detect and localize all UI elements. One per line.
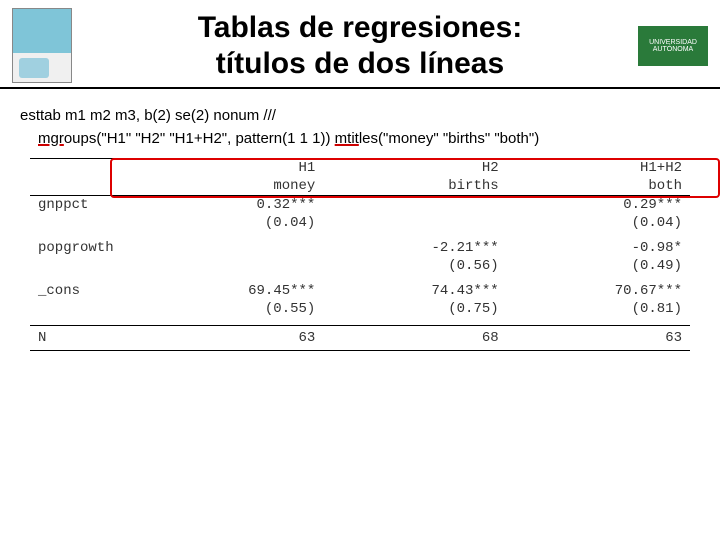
col-group-3: H1+H2 [507,159,690,178]
col-title-3: both [507,177,690,196]
cell-se: (0.81) [507,300,690,326]
regression-table-wrap: H1 H2 H1+H2 money births both gnppct 0.3… [0,158,720,351]
n-value: 63 [140,326,323,351]
code-line-2: mgroups("H1" "H2" "H1+H2", pattern(1 1 1… [20,128,700,151]
row-label: popgrowth [30,239,140,257]
cell-se: (0.04) [507,214,690,239]
title-line-2: títulos de dos líneas [82,46,638,82]
row-label: _cons [30,282,140,300]
stata-code: esttab m1 m2 m3, b(2) se(2) nonum /// mg… [0,89,720,158]
cell-se: (0.49) [507,257,690,282]
col-title-1: money [140,177,323,196]
cell: 69.45*** [140,282,323,300]
title-line-1: Tablas de regresiones: [82,10,638,46]
cell-se [323,214,506,239]
cell-se: (0.56) [323,257,506,282]
cell-se [140,257,323,282]
cell [323,196,506,215]
cell: 74.43*** [323,282,506,300]
book-icon [12,8,72,83]
col-group-1: H1 [140,159,323,178]
code-text: oups("H1" "H2" "H1+H2", pattern(1 1 1)) [64,130,335,147]
keyword-mgroups: mgr [38,130,64,147]
row-label: gnppct [30,196,140,215]
cell-se: (0.55) [140,300,323,326]
cell [140,239,323,257]
regression-table: H1 H2 H1+H2 money births both gnppct 0.3… [30,158,690,351]
cell-se: (0.04) [140,214,323,239]
col-title-2: births [323,177,506,196]
n-label: N [30,326,140,351]
cell: -2.21*** [323,239,506,257]
col-group-2: H2 [323,159,506,178]
title-block: Tablas de regresiones: títulos de dos lí… [82,10,638,82]
code-line-1: esttab m1 m2 m3, b(2) se(2) nonum /// [20,105,700,128]
slide-header: Tablas de regresiones: títulos de dos lí… [0,0,720,89]
cell: 0.32*** [140,196,323,215]
cell: -0.98* [507,239,690,257]
cell-se: (0.75) [323,300,506,326]
code-text: les("money" "births" "both") [359,130,539,147]
cell: 0.29*** [507,196,690,215]
university-logo-icon: UNIVERSIDAD AUTÓNOMA [638,26,708,66]
n-value: 68 [323,326,506,351]
cell: 70.67*** [507,282,690,300]
keyword-mtitles: mtit [335,130,359,147]
n-value: 63 [507,326,690,351]
